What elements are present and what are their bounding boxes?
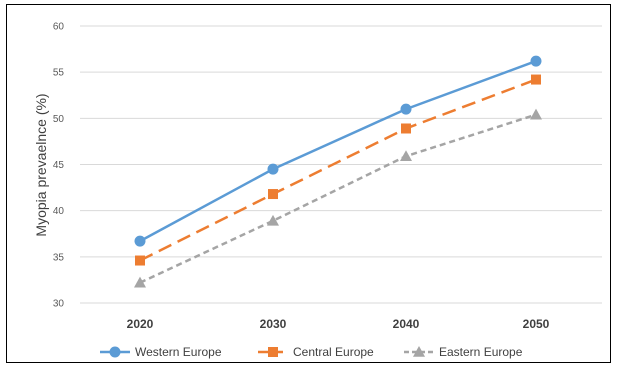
data-point (401, 123, 411, 134)
y-tick-label: 35 (53, 252, 65, 263)
legend: Western Europe Central Europe Eastern Euro… (100, 345, 523, 359)
x-tick-label: 2030 (260, 317, 287, 331)
legend-item: Western Europe (100, 345, 222, 359)
y-tick-label: 40 (53, 206, 65, 217)
y-axis-ticks: 30 35 40 45 50 55 60 (53, 22, 65, 310)
x-axis-ticks: 2020 2030 2040 2050 (127, 317, 550, 331)
legend-item: Central Europe (258, 345, 374, 359)
x-tick-label: 2040 (393, 317, 420, 331)
series-line (139, 113, 537, 284)
data-point (530, 55, 542, 67)
data-point (530, 108, 542, 120)
y-tick-label: 55 (53, 68, 65, 79)
series-central-europe (135, 74, 541, 266)
legend-label: Eastern Europe (439, 345, 523, 359)
y-tick-label: 60 (53, 22, 65, 33)
data-point (267, 163, 279, 175)
data-point (135, 255, 145, 266)
data-point (268, 189, 278, 200)
y-tick-label: 30 (53, 299, 65, 310)
x-tick-label: 2020 (127, 317, 154, 331)
gridlines (80, 25, 602, 304)
data-point (134, 276, 146, 288)
data-point (267, 214, 279, 226)
legend-item: Eastern Europe (404, 345, 523, 359)
y-tick-label: 45 (53, 160, 65, 171)
series-line (139, 78, 537, 262)
data-point (531, 74, 541, 85)
legend-label: Western Europe (135, 345, 222, 359)
series-western-europe (134, 55, 542, 247)
data-point (400, 103, 412, 115)
series-line (139, 59, 537, 243)
legend-marker (413, 346, 425, 357)
series-group (134, 55, 542, 288)
y-axis-label: Myopia prevaelnce (%) (33, 93, 49, 236)
data-point (134, 235, 146, 247)
y-tick-label: 50 (53, 114, 65, 125)
legend-label: Central Europe (293, 345, 374, 359)
data-point (400, 150, 412, 161)
legend-marker (268, 347, 278, 357)
x-tick-label: 2050 (523, 317, 550, 331)
series-eastern-europe (134, 108, 542, 288)
legend-marker (109, 346, 121, 358)
